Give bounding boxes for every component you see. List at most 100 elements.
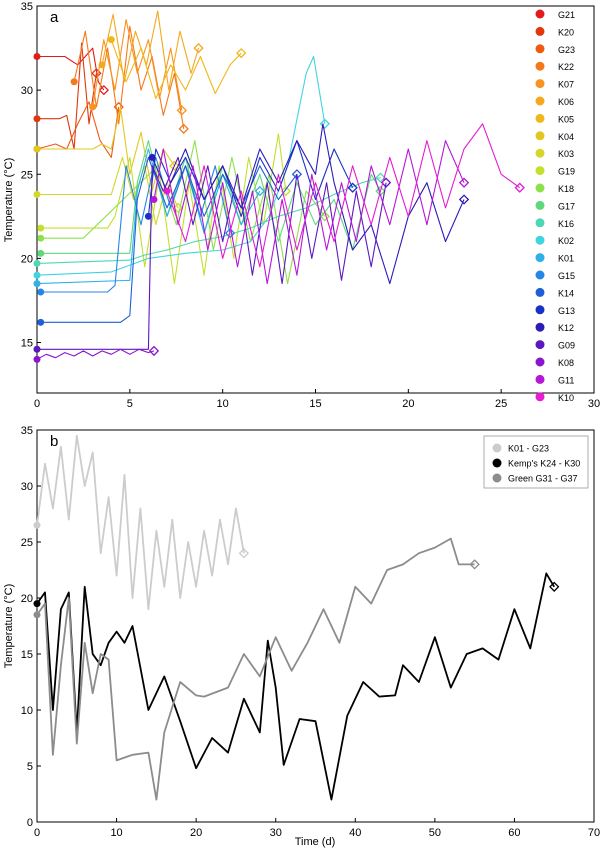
series-marker — [178, 123, 189, 134]
panel-a-ylabel: Temperature (°C) — [3, 158, 15, 242]
series-marker — [33, 345, 41, 353]
legend-marker — [535, 287, 545, 297]
series-marker — [176, 105, 187, 116]
series-marker — [33, 521, 41, 529]
legend-label: K12 — [558, 323, 574, 333]
x-tick-label: 15 — [309, 398, 321, 410]
legend-label: G11 — [558, 375, 574, 385]
legend-label: K10 — [558, 393, 574, 403]
legend-marker — [535, 392, 545, 402]
x-tick-label: 20 — [402, 398, 414, 410]
series-marker — [193, 42, 204, 54]
series-marker — [347, 182, 358, 193]
panel-b-label: b — [50, 433, 58, 450]
legend-marker — [535, 44, 545, 54]
series-marker — [33, 52, 41, 60]
series-marker — [469, 559, 480, 570]
series-line-k05 — [110, 39, 242, 100]
panel-b-axis: 0 10 20 30 40 50 60 70 0 5 10 15 20 25 30 35 — [21, 425, 600, 839]
series-marker — [33, 355, 41, 363]
y-tick-label: 10 — [21, 705, 33, 717]
x-tick-label: 60 — [508, 827, 520, 839]
series-line-k18 — [40, 140, 326, 285]
legend-label: K05 — [558, 114, 574, 124]
series-marker — [98, 61, 106, 69]
series-marker — [107, 36, 115, 44]
legend-label: K20 — [558, 27, 574, 37]
series-line-kemp-s-k24-k30 — [36, 572, 555, 801]
legend-label: G09 — [558, 341, 575, 351]
series-marker — [236, 47, 247, 59]
x-tick-label: 25 — [495, 398, 507, 410]
series-line-k01-g23 — [36, 434, 245, 611]
series-marker — [37, 288, 45, 296]
legend-label: K18 — [558, 184, 574, 194]
x-tick-label: 0 — [34, 827, 40, 839]
legend-marker — [535, 148, 545, 158]
panel-b-legend: K01 - G23 Kemp's K24 - K30 Green G31 - G37 — [483, 435, 589, 489]
series-line-g15 — [40, 156, 231, 293]
series-marker — [33, 611, 41, 619]
legend-marker — [535, 253, 545, 263]
series-marker — [33, 190, 41, 198]
series-line-k14 — [40, 156, 298, 323]
legend-marker — [492, 458, 502, 468]
legend-marker — [535, 96, 545, 106]
legend-label: K08 — [558, 358, 574, 368]
series-marker — [169, 160, 180, 172]
series-marker — [37, 234, 45, 242]
y-tick-label: 25 — [21, 537, 33, 549]
legend-label: G17 — [558, 201, 575, 211]
series-line-k02 — [36, 55, 326, 276]
legend-label: K22 — [558, 62, 574, 72]
y-tick-label: 35 — [21, 425, 33, 437]
series-marker — [37, 318, 45, 326]
y-tick-label: 15 — [21, 649, 33, 661]
legend-marker — [492, 443, 502, 453]
series-line-g23 — [36, 101, 120, 158]
series-marker — [33, 145, 41, 153]
series-marker — [514, 182, 525, 193]
series-line-k06 — [101, 10, 200, 91]
legend-marker — [535, 200, 545, 210]
x-tick-label: 10 — [110, 827, 122, 839]
panel-a-axis: 0 5 10 15 20 25 30 15 20 25 30 35 — [21, 1, 600, 410]
series-line-k22 — [73, 25, 185, 129]
y-tick-label: 15 — [21, 338, 33, 350]
series-line-g21 — [37, 47, 105, 91]
y-tick-label: 0 — [27, 817, 33, 829]
series-marker — [254, 185, 265, 197]
legend-label: G19 — [558, 167, 575, 177]
series-marker — [549, 581, 560, 592]
legend-label: G15 — [558, 271, 575, 281]
series-line-k07 — [92, 18, 183, 111]
y-tick-label: 30 — [21, 481, 33, 493]
x-tick-label: 70 — [588, 827, 600, 839]
legend-marker — [492, 473, 502, 483]
series-marker — [238, 548, 250, 559]
x-tick-label: 30 — [270, 827, 282, 839]
panel-a-legend: G21 K20 G23 K22 K07 K06 K05 K04 K03 G19 K18 G17 K16 K… — [535, 9, 575, 403]
y-tick-label: 20 — [21, 253, 33, 265]
panel-a-plot — [33, 10, 525, 363]
legend-marker — [535, 113, 545, 123]
series-line-g11 — [153, 140, 465, 285]
legend-marker — [535, 374, 545, 384]
legend-label: K01 — [558, 254, 574, 264]
series-marker — [33, 271, 41, 279]
legend-label: K02 — [558, 236, 574, 246]
legend-label: G23 — [558, 45, 575, 55]
series-line-k10 — [166, 123, 521, 268]
y-tick-label: 25 — [21, 169, 33, 181]
y-tick-label: 20 — [21, 593, 33, 605]
series-line-k16 — [36, 177, 381, 264]
legend-marker — [535, 322, 545, 332]
series-marker — [37, 224, 45, 232]
y-tick-label: 35 — [21, 1, 33, 13]
series-line-green-g31-g37 — [36, 537, 475, 801]
panel-a-label: a — [50, 9, 59, 26]
series-line-k20 — [37, 42, 97, 150]
series-marker — [163, 187, 171, 195]
legend-marker — [535, 61, 545, 71]
